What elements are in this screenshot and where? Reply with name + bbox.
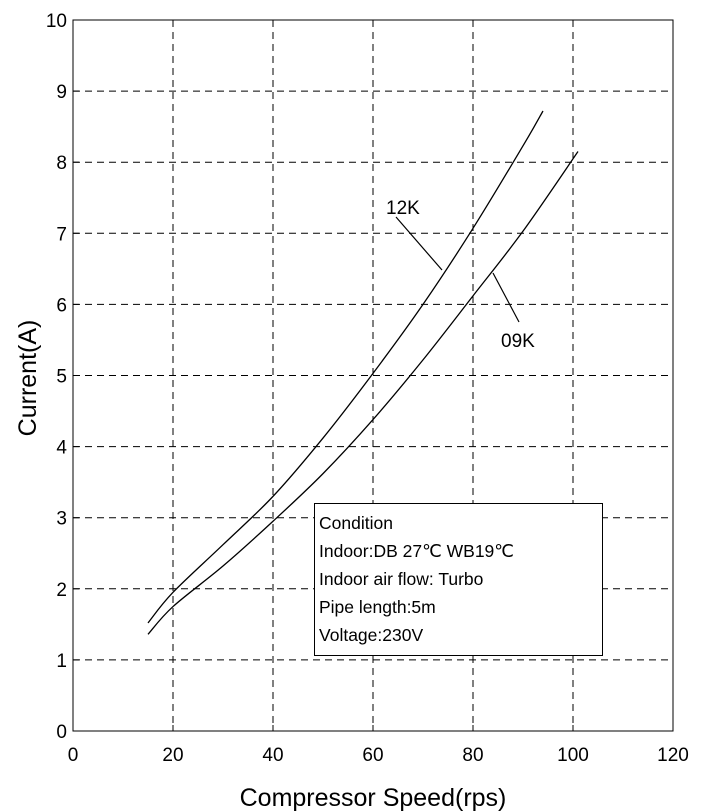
legend-line-indoor-temp: Indoor:DB 27℃ WB19℃ <box>319 541 514 561</box>
series-lines <box>147 110 579 635</box>
x-tick-label: 40 <box>262 745 283 766</box>
leader-line-09k <box>492 272 520 323</box>
legend-line-air-flow: Indoor air flow: Turbo <box>319 569 484 589</box>
legend-line-condition: Condition <box>319 513 393 533</box>
y-tick-label: 2 <box>56 580 67 601</box>
y-tick-label: 1 <box>56 651 67 672</box>
y-tick-label: 10 <box>46 11 67 32</box>
y-tick-label: 9 <box>56 82 67 103</box>
series-label-09k: 09K <box>501 331 535 352</box>
series-line-09k <box>147 151 579 635</box>
x-tick-label: 80 <box>462 745 483 766</box>
y-tick-label: 6 <box>56 295 67 316</box>
x-tick-label: 100 <box>557 745 589 766</box>
x-axis-ticks: 0 20 40 60 80 100 120 <box>68 725 689 766</box>
series-label-12k: 12K <box>386 198 420 219</box>
y-tick-label: 4 <box>56 438 67 459</box>
y-tick-label: 3 <box>56 509 67 530</box>
y-axis-ticks: 0 1 2 3 4 5 6 7 8 9 10 <box>46 11 79 743</box>
y-tick-label: 5 <box>56 367 67 388</box>
x-tick-label: 20 <box>162 745 183 766</box>
x-tick-label: 120 <box>657 745 689 766</box>
y-tick-label: 7 <box>56 224 67 245</box>
leader-line-12k <box>395 216 443 271</box>
legend-line-pipe-length: Pipe length:5m <box>319 597 436 617</box>
y-axis-title: Current(A) <box>14 320 42 437</box>
y-tick-label: 8 <box>56 153 67 174</box>
x-tick-label: 0 <box>68 745 79 766</box>
condition-legend-box: Condition Indoor:DB 27℃ WB19℃ Indoor air… <box>314 503 603 656</box>
legend-line-voltage: Voltage:230V <box>319 625 424 645</box>
x-tick-label: 60 <box>362 745 383 766</box>
x-axis-title: Compressor Speed(rps) <box>240 784 507 812</box>
y-tick-label: 0 <box>56 722 67 743</box>
series-line-12k <box>147 110 544 624</box>
